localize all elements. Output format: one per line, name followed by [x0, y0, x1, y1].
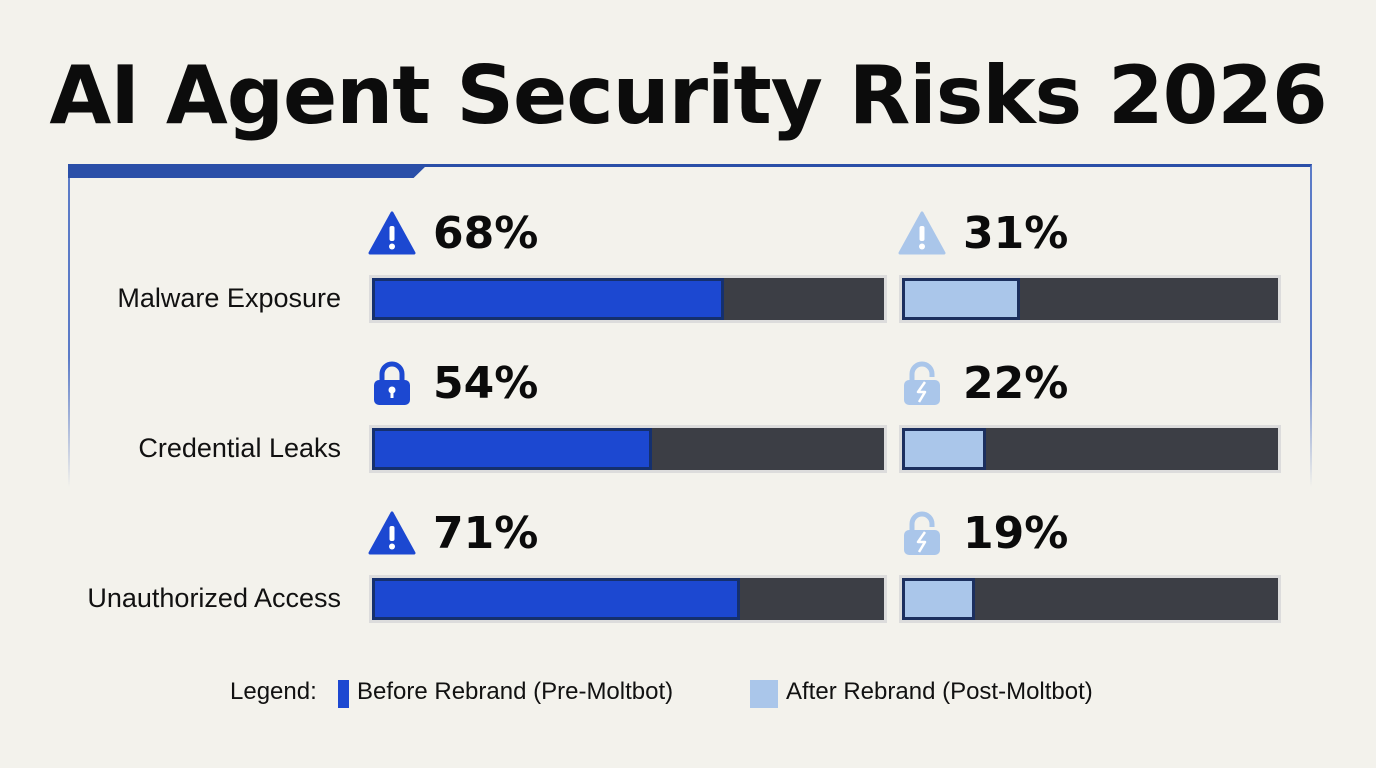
broken-lock-icon: [898, 359, 946, 407]
bar-after: [902, 278, 1020, 320]
bar-track: [369, 275, 887, 323]
data-label: 68%: [433, 208, 539, 259]
chart-panel: [68, 164, 1312, 487]
bar-track: [899, 425, 1281, 473]
data-label: 71%: [433, 508, 539, 559]
bar-before: [372, 578, 740, 620]
data-label: 54%: [433, 358, 539, 409]
data-label: 22%: [963, 358, 1069, 409]
warning-icon: [898, 209, 946, 257]
legend-label-after: After Rebrand (Post-Moltbot): [786, 678, 1093, 705]
chart-title: AI Agent Security Risks 2026: [49, 49, 1327, 142]
bar-after: [902, 578, 975, 620]
broken-lock-icon: [898, 509, 946, 557]
panel-accent-bar: [68, 164, 428, 178]
legend-label-before: Before Rebrand (Pre-Moltbot): [357, 678, 674, 705]
bar-after: [902, 428, 986, 470]
bar-track: [899, 275, 1281, 323]
warning-icon: [368, 509, 416, 557]
lock-icon: [368, 359, 416, 407]
category-label: Unauthorized Access: [87, 583, 341, 613]
data-label: 19%: [963, 508, 1069, 559]
bar-track: [369, 425, 887, 473]
legend: Legend: Before Rebrand (Pre-Moltbot) Aft…: [0, 676, 1376, 712]
warning-icon: [368, 209, 416, 257]
category-label: Malware Exposure: [117, 283, 341, 313]
bar-track: [899, 575, 1281, 623]
bar-before: [372, 278, 724, 320]
legend-title: Legend:: [230, 678, 317, 705]
data-label: 31%: [963, 208, 1069, 259]
category-label: Credential Leaks: [138, 433, 341, 463]
bar-track: [369, 575, 887, 623]
legend-swatch-before: [338, 680, 349, 708]
legend-swatch-after: [750, 680, 778, 708]
bar-before: [372, 428, 652, 470]
